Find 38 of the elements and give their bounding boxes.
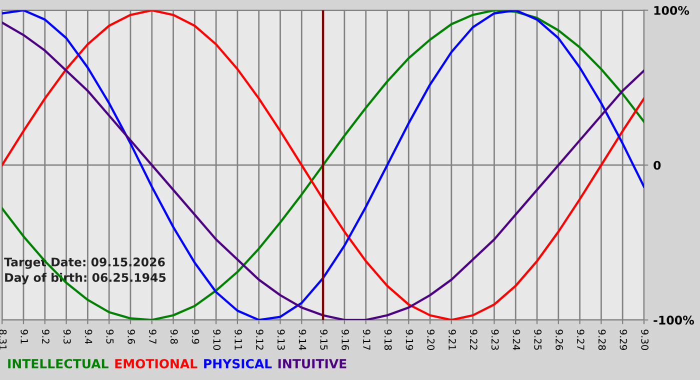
x-tick-label: 9.14 [298,330,306,350]
annotation: Target Date: 09.15.2026 [4,258,165,269]
x-tick-label: 9.3 [63,330,71,344]
x-tick-label: 9.12 [256,330,264,350]
x-tick-label: 9.8 [170,330,178,344]
x-tick-label: 9.21 [448,330,456,350]
x-tick-label: 9.4 [84,330,92,344]
x-tick-label: 9.5 [106,330,114,344]
y-tick-label: 0 [654,160,661,170]
x-tick-label: 9.19 [406,330,414,350]
x-tick-label: 9.29 [620,330,628,350]
x-tick-label: 9.13 [277,330,285,350]
text: PHYSICAL [204,358,272,368]
x-tick-label: 9.16 [342,330,349,350]
x-tick-label: 9.30 [641,330,649,350]
x-tick-label: 9.25 [534,330,542,350]
x-tick-label: 9.23 [491,330,499,350]
y-tick-label: -100% [654,316,694,325]
x-tick-label: 9.2 [42,330,50,344]
x-tick-label: 9.24 [512,330,520,350]
x-tick-label: 9.27 [576,330,584,350]
x-tick-label: 9.10 [213,330,221,350]
x-tick-label: 9.6 [128,330,136,344]
x-tick-label: 9.11 [234,330,242,350]
x-tick-label: 9.9 [192,330,200,344]
x-tick-label: 9.17 [363,330,370,350]
text: EMOTIONAL [115,358,198,368]
text: INTUITIVE [278,359,346,368]
x-tick-label: 9.1 [20,330,28,344]
x-tick-label: 9.20 [427,330,435,350]
x-tick-label: 9.18 [384,330,392,350]
x-tick-label: 9.7 [149,330,156,344]
x-tick-label: 9.28 [598,330,606,350]
x-tick-label: 9.22 [470,330,478,350]
x-tick-label: 9.26 [556,330,563,350]
x-tick-label: 9.15 [320,330,328,350]
y-tick-label: 100% [654,6,690,15]
text: INTELLECTUAL [8,358,108,368]
